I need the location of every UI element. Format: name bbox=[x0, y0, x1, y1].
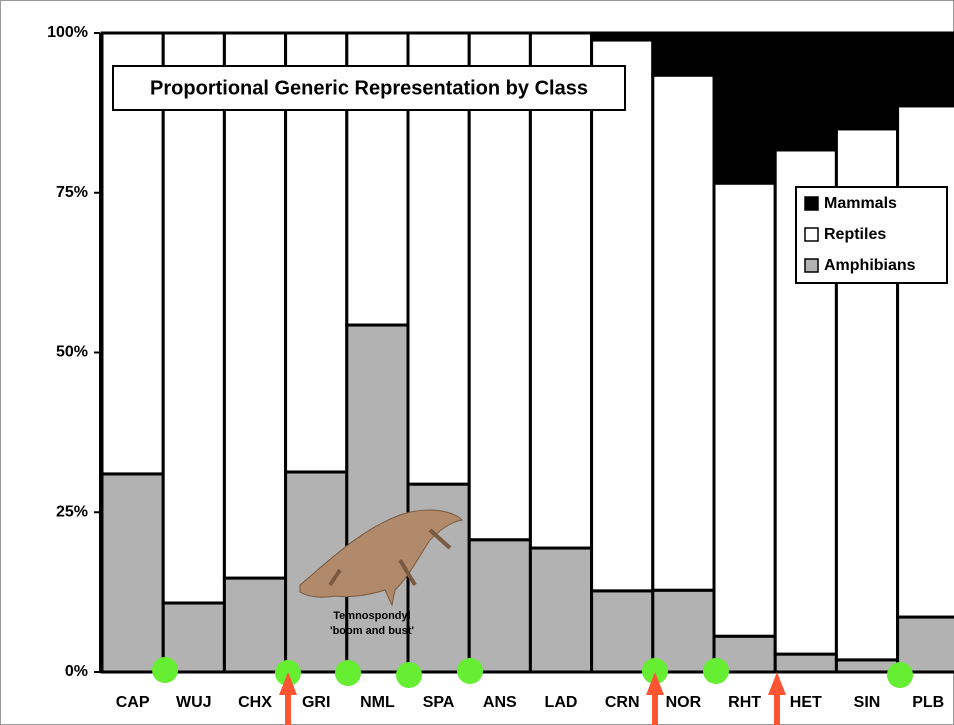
x-tick-label: CAP bbox=[116, 694, 150, 711]
bar-segment bbox=[163, 33, 224, 603]
bar-segment bbox=[653, 75, 714, 590]
bar-segment bbox=[224, 578, 285, 672]
plot-area bbox=[100, 33, 954, 672]
legend-swatch bbox=[805, 228, 818, 241]
legend: Mammals Reptiles Amphibians bbox=[796, 187, 947, 283]
bar-segment bbox=[836, 33, 897, 129]
bar-segment bbox=[898, 106, 954, 617]
bar-segment bbox=[224, 33, 285, 578]
legend-label: Mammals bbox=[824, 195, 897, 212]
bar-segment bbox=[592, 40, 653, 591]
x-tick-label: SIN bbox=[854, 694, 881, 711]
x-tick-label: HET bbox=[790, 694, 822, 711]
x-tick-label: ANS bbox=[483, 694, 517, 711]
x-tick-label: NOR bbox=[666, 694, 702, 711]
bar-segment bbox=[469, 540, 530, 672]
bar-segment bbox=[530, 548, 591, 672]
x-tick-label: PLB bbox=[912, 694, 944, 711]
y-tick-label: 100% bbox=[47, 24, 88, 41]
bar-segment bbox=[714, 183, 775, 636]
y-tick-label: 25% bbox=[56, 503, 88, 520]
x-tick-label: LAD bbox=[545, 694, 578, 711]
x-tick-label: RHT bbox=[728, 694, 761, 711]
page: {"chart_data": { "type": "bar", "stacked… bbox=[0, 0, 954, 725]
x-tick-label: NML bbox=[360, 694, 395, 711]
bar-segment bbox=[653, 33, 714, 75]
legend-swatch bbox=[805, 197, 818, 210]
bar-segment bbox=[653, 590, 714, 672]
chart: CAP WUJ CHX GRI NML SPA ANS LAD CRN NOR RHT HET SIN P… bbox=[0, 0, 954, 725]
bar-segment bbox=[775, 33, 836, 150]
annotation: 'boom and bust' bbox=[330, 625, 414, 637]
x-tick-label: CHX bbox=[238, 694, 272, 711]
bar-segment bbox=[898, 33, 954, 106]
annotation: Temnospondyl bbox=[333, 610, 410, 622]
chart-title: Proportional Generic Representation by C… bbox=[150, 77, 588, 99]
bar-segment bbox=[102, 474, 163, 672]
legend-label: Amphibians bbox=[824, 257, 916, 274]
y-tick-label: 0% bbox=[65, 663, 88, 680]
y-tick-label: 50% bbox=[56, 344, 88, 361]
legend-label: Reptiles bbox=[824, 226, 886, 243]
x-tick-label: CRN bbox=[605, 694, 640, 711]
bar-segment bbox=[592, 591, 653, 672]
x-tick-label: SPA bbox=[423, 694, 455, 711]
x-tick-label: GRI bbox=[302, 694, 330, 711]
bar-segment bbox=[775, 654, 836, 672]
y-tick-label: 75% bbox=[56, 184, 88, 201]
bar-segment bbox=[592, 33, 653, 40]
bar-segment bbox=[714, 33, 775, 183]
x-tick-label: WUJ bbox=[176, 694, 212, 711]
legend-swatch bbox=[805, 259, 818, 272]
